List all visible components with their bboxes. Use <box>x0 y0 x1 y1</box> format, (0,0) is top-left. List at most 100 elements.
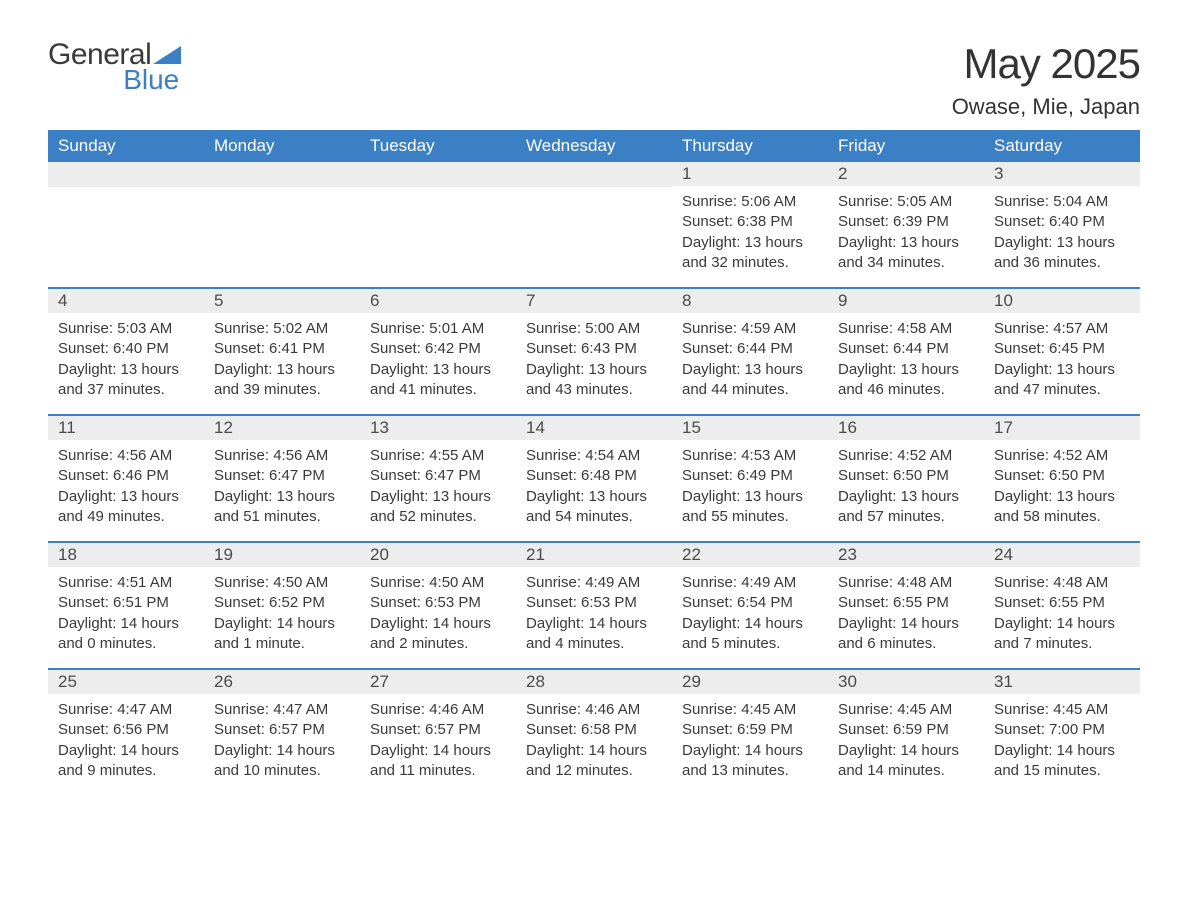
day-body: Sunrise: 4:47 AMSunset: 6:57 PMDaylight:… <box>204 694 360 795</box>
day-body: Sunrise: 5:06 AMSunset: 6:38 PMDaylight:… <box>672 186 828 287</box>
sunset-line: Sunset: 6:41 PM <box>214 339 350 359</box>
day-body: Sunrise: 4:48 AMSunset: 6:55 PMDaylight:… <box>828 567 984 668</box>
day-number: 12 <box>204 416 360 440</box>
day-cell: 6Sunrise: 5:01 AMSunset: 6:42 PMDaylight… <box>360 289 516 414</box>
day-number: 23 <box>828 543 984 567</box>
daylight-line: Daylight: 14 hours and 0 minutes. <box>58 614 194 655</box>
daylight-line: Daylight: 13 hours and 49 minutes. <box>58 487 194 528</box>
daylight-line: Daylight: 13 hours and 34 minutes. <box>838 233 974 274</box>
daylight-line: Daylight: 13 hours and 54 minutes. <box>526 487 662 528</box>
sunrise-line: Sunrise: 4:45 AM <box>838 700 974 720</box>
day-body: Sunrise: 4:55 AMSunset: 6:47 PMDaylight:… <box>360 440 516 541</box>
sunset-line: Sunset: 6:55 PM <box>994 593 1130 613</box>
day-body: Sunrise: 4:52 AMSunset: 6:50 PMDaylight:… <box>984 440 1140 541</box>
day-number: 14 <box>516 416 672 440</box>
sunset-line: Sunset: 6:42 PM <box>370 339 506 359</box>
sunset-line: Sunset: 6:59 PM <box>838 720 974 740</box>
sunrise-line: Sunrise: 4:54 AM <box>526 446 662 466</box>
sunset-line: Sunset: 6:59 PM <box>682 720 818 740</box>
daylight-line: Daylight: 13 hours and 41 minutes. <box>370 360 506 401</box>
daylight-line: Daylight: 13 hours and 44 minutes. <box>682 360 818 401</box>
sunrise-line: Sunrise: 4:47 AM <box>214 700 350 720</box>
calendar: SundayMondayTuesdayWednesdayThursdayFrid… <box>48 130 1140 795</box>
sunset-line: Sunset: 6:57 PM <box>370 720 506 740</box>
day-body: Sunrise: 4:46 AMSunset: 6:58 PMDaylight:… <box>516 694 672 795</box>
sunset-line: Sunset: 6:56 PM <box>58 720 194 740</box>
day-number <box>360 162 516 187</box>
day-body: Sunrise: 4:52 AMSunset: 6:50 PMDaylight:… <box>828 440 984 541</box>
sunset-line: Sunset: 6:43 PM <box>526 339 662 359</box>
day-number: 21 <box>516 543 672 567</box>
sunrise-line: Sunrise: 4:52 AM <box>994 446 1130 466</box>
day-number: 29 <box>672 670 828 694</box>
day-body: Sunrise: 4:45 AMSunset: 6:59 PMDaylight:… <box>828 694 984 795</box>
sunrise-line: Sunrise: 5:06 AM <box>682 192 818 212</box>
sunset-line: Sunset: 6:51 PM <box>58 593 194 613</box>
sunrise-line: Sunrise: 4:46 AM <box>370 700 506 720</box>
daylight-line: Daylight: 14 hours and 1 minute. <box>214 614 350 655</box>
daylight-line: Daylight: 14 hours and 10 minutes. <box>214 741 350 782</box>
day-body: Sunrise: 4:45 AMSunset: 7:00 PMDaylight:… <box>984 694 1140 795</box>
day-cell: 4Sunrise: 5:03 AMSunset: 6:40 PMDaylight… <box>48 289 204 414</box>
daylight-line: Daylight: 14 hours and 7 minutes. <box>994 614 1130 655</box>
day-cell <box>516 162 672 287</box>
weekday-saturday: Saturday <box>984 130 1140 162</box>
day-cell: 18Sunrise: 4:51 AMSunset: 6:51 PMDayligh… <box>48 543 204 668</box>
sunrise-line: Sunrise: 4:58 AM <box>838 319 974 339</box>
day-number <box>516 162 672 187</box>
day-cell: 25Sunrise: 4:47 AMSunset: 6:56 PMDayligh… <box>48 670 204 795</box>
weekday-sunday: Sunday <box>48 130 204 162</box>
day-cell: 20Sunrise: 4:50 AMSunset: 6:53 PMDayligh… <box>360 543 516 668</box>
sunset-line: Sunset: 6:47 PM <box>370 466 506 486</box>
page-title: May 2025 <box>952 40 1140 88</box>
sunrise-line: Sunrise: 4:45 AM <box>994 700 1130 720</box>
day-body: Sunrise: 5:05 AMSunset: 6:39 PMDaylight:… <box>828 186 984 287</box>
day-number: 11 <box>48 416 204 440</box>
sunrise-line: Sunrise: 4:45 AM <box>682 700 818 720</box>
weekday-header-row: SundayMondayTuesdayWednesdayThursdayFrid… <box>48 130 1140 162</box>
daylight-line: Daylight: 13 hours and 46 minutes. <box>838 360 974 401</box>
day-body: Sunrise: 5:04 AMSunset: 6:40 PMDaylight:… <box>984 186 1140 287</box>
daylight-line: Daylight: 14 hours and 2 minutes. <box>370 614 506 655</box>
day-body: Sunrise: 4:59 AMSunset: 6:44 PMDaylight:… <box>672 313 828 414</box>
day-cell: 15Sunrise: 4:53 AMSunset: 6:49 PMDayligh… <box>672 416 828 541</box>
day-number: 16 <box>828 416 984 440</box>
day-body: Sunrise: 4:51 AMSunset: 6:51 PMDaylight:… <box>48 567 204 668</box>
day-number: 26 <box>204 670 360 694</box>
day-cell <box>48 162 204 287</box>
day-body: Sunrise: 4:56 AMSunset: 6:47 PMDaylight:… <box>204 440 360 541</box>
day-body: Sunrise: 5:01 AMSunset: 6:42 PMDaylight:… <box>360 313 516 414</box>
daylight-line: Daylight: 14 hours and 5 minutes. <box>682 614 818 655</box>
sunset-line: Sunset: 6:58 PM <box>526 720 662 740</box>
daylight-line: Daylight: 13 hours and 58 minutes. <box>994 487 1130 528</box>
sunset-line: Sunset: 6:44 PM <box>838 339 974 359</box>
day-number: 25 <box>48 670 204 694</box>
daylight-line: Daylight: 14 hours and 11 minutes. <box>370 741 506 782</box>
day-cell: 5Sunrise: 5:02 AMSunset: 6:41 PMDaylight… <box>204 289 360 414</box>
sunset-line: Sunset: 6:50 PM <box>838 466 974 486</box>
day-cell: 12Sunrise: 4:56 AMSunset: 6:47 PMDayligh… <box>204 416 360 541</box>
day-number: 5 <box>204 289 360 313</box>
day-number: 7 <box>516 289 672 313</box>
day-cell: 16Sunrise: 4:52 AMSunset: 6:50 PMDayligh… <box>828 416 984 541</box>
day-number: 3 <box>984 162 1140 186</box>
sunset-line: Sunset: 6:55 PM <box>838 593 974 613</box>
logo: General Blue <box>48 40 181 94</box>
day-number: 10 <box>984 289 1140 313</box>
day-number <box>204 162 360 187</box>
sunrise-line: Sunrise: 4:49 AM <box>526 573 662 593</box>
day-number: 18 <box>48 543 204 567</box>
sunrise-line: Sunrise: 4:51 AM <box>58 573 194 593</box>
day-body: Sunrise: 4:56 AMSunset: 6:46 PMDaylight:… <box>48 440 204 541</box>
weekday-wednesday: Wednesday <box>516 130 672 162</box>
day-cell: 2Sunrise: 5:05 AMSunset: 6:39 PMDaylight… <box>828 162 984 287</box>
day-body: Sunrise: 4:53 AMSunset: 6:49 PMDaylight:… <box>672 440 828 541</box>
day-number <box>48 162 204 187</box>
day-number: 9 <box>828 289 984 313</box>
day-number: 17 <box>984 416 1140 440</box>
weekday-friday: Friday <box>828 130 984 162</box>
week-row: 25 Sunrise: 4:47 AM Sunset: 6:56 PM Dayligh… <box>48 668 1140 795</box>
day-cell: 8Sunrise: 4:59 AMSunset: 6:44 PMDaylight… <box>672 289 828 414</box>
day-cell <box>204 162 360 287</box>
sunrise-line: Sunrise: 5:02 AM <box>214 319 350 339</box>
